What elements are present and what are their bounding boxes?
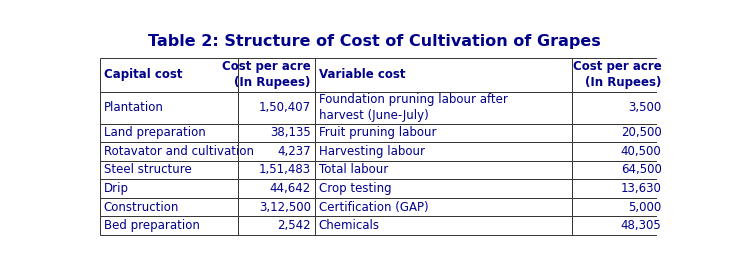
Text: Cost per acre
(In Rupees): Cost per acre (In Rupees) [573, 60, 661, 89]
Text: Certification (GAP): Certification (GAP) [319, 201, 429, 214]
Bar [572, 161, 666, 179]
Bar [315, 57, 572, 92]
Text: 5,000: 5,000 [629, 201, 661, 214]
Text: Construction: Construction [104, 201, 179, 214]
Text: Bed preparation: Bed preparation [104, 219, 199, 232]
Text: Fruit pruning labour: Fruit pruning labour [319, 126, 437, 139]
Bar [238, 216, 315, 235]
Bar [315, 179, 572, 198]
Text: Plantation: Plantation [104, 101, 164, 114]
Text: 44,642: 44,642 [269, 182, 311, 195]
Text: Variable cost: Variable cost [319, 68, 405, 81]
Text: 2,542: 2,542 [277, 219, 311, 232]
Bar [238, 124, 315, 142]
Text: Capital cost: Capital cost [104, 68, 182, 81]
Bar [315, 216, 572, 235]
Text: 48,305: 48,305 [620, 219, 661, 232]
Bar [315, 198, 572, 216]
Text: 3,12,500: 3,12,500 [258, 201, 311, 214]
Bar [572, 92, 666, 124]
Bar [572, 142, 666, 161]
Text: 3,500: 3,500 [629, 101, 661, 114]
Bar [238, 161, 315, 179]
Bar [315, 124, 572, 142]
Bar [572, 124, 666, 142]
Bar [100, 216, 238, 235]
Bar [100, 92, 238, 124]
Bar [315, 161, 572, 179]
Text: Crop testing: Crop testing [319, 182, 391, 195]
Text: 13,630: 13,630 [620, 182, 661, 195]
Bar [238, 142, 315, 161]
Bar [238, 57, 315, 92]
Text: Foundation pruning labour after
harvest (June-July): Foundation pruning labour after harvest … [319, 93, 507, 122]
Text: 64,500: 64,500 [620, 163, 661, 176]
Text: Harvesting labour: Harvesting labour [319, 145, 425, 158]
Bar [100, 142, 238, 161]
Bar [315, 92, 572, 124]
Bar [238, 198, 315, 216]
Text: Table 2: Structure of Cost of Cultivation of Grapes: Table 2: Structure of Cost of Cultivatio… [147, 34, 601, 49]
Text: 38,135: 38,135 [270, 126, 311, 139]
Text: Chemicals: Chemicals [319, 219, 380, 232]
Bar [100, 198, 238, 216]
Bar [238, 92, 315, 124]
Text: Rotavator and cultivation: Rotavator and cultivation [104, 145, 254, 158]
Bar [100, 57, 238, 92]
Text: 20,500: 20,500 [620, 126, 661, 139]
Bar [572, 216, 666, 235]
Text: 4,237: 4,237 [277, 145, 311, 158]
Text: Total labour: Total labour [319, 163, 388, 176]
Text: Steel structure: Steel structure [104, 163, 191, 176]
Bar [100, 179, 238, 198]
Bar [572, 198, 666, 216]
Text: Cost per acre
(In Rupees): Cost per acre (In Rupees) [222, 60, 311, 89]
Text: Drip: Drip [104, 182, 128, 195]
Text: Land preparation: Land preparation [104, 126, 205, 139]
Bar [238, 179, 315, 198]
Bar [572, 179, 666, 198]
Text: 1,50,407: 1,50,407 [258, 101, 311, 114]
Text: 40,500: 40,500 [620, 145, 661, 158]
Bar [572, 57, 666, 92]
Text: 1,51,483: 1,51,483 [258, 163, 311, 176]
Bar [315, 142, 572, 161]
Bar [100, 161, 238, 179]
Bar [100, 124, 238, 142]
